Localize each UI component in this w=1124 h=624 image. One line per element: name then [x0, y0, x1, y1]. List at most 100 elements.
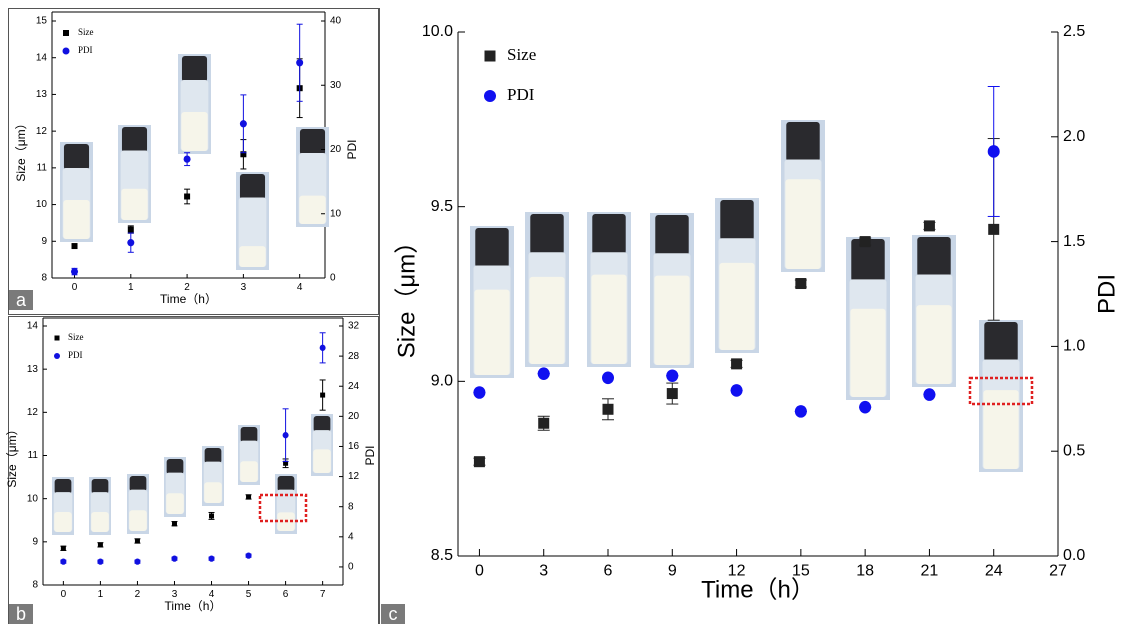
vial-liquid — [654, 275, 690, 365]
y-tick-label: 9.0 — [431, 373, 453, 390]
y-tick-label: 8 — [41, 273, 47, 284]
size-point — [795, 278, 807, 290]
size-point — [240, 151, 247, 158]
x-tick-label: 3 — [539, 562, 548, 579]
y-tick-label: 13 — [27, 364, 39, 375]
vial-cap — [475, 228, 509, 268]
pdi-point — [208, 555, 215, 562]
panel-tag: c — [389, 604, 398, 624]
y2-axis-title: PDI — [345, 139, 359, 159]
vial-photo — [60, 142, 93, 242]
pdi-point — [127, 238, 135, 247]
pdi-point — [97, 558, 104, 565]
x-tick-label: 6 — [283, 589, 289, 600]
y2-tick-label: 24 — [348, 381, 360, 392]
x-axis-title: Time（h） — [701, 577, 815, 604]
y-tick-label: 15 — [36, 16, 48, 27]
size-point — [283, 460, 289, 466]
size-point — [320, 392, 326, 398]
panel-border — [8, 316, 379, 624]
panel-tag-bg — [381, 604, 405, 624]
vial-photo — [127, 474, 149, 534]
size-point — [859, 236, 871, 248]
vial-liquid — [91, 512, 109, 532]
vial-photo — [275, 474, 297, 534]
x-tick-label: 21 — [921, 562, 939, 579]
y-tick-label: 14 — [36, 52, 48, 63]
vial-liquid — [474, 289, 510, 375]
vial-cap — [592, 214, 626, 255]
vial-cap — [786, 122, 820, 162]
vial-cap — [239, 174, 266, 200]
size-point — [538, 417, 550, 429]
vial-cap — [54, 479, 72, 495]
pdi-point — [60, 558, 67, 565]
y2-tick-label: 32 — [348, 321, 360, 332]
pdi-point — [537, 367, 550, 380]
size-point — [209, 513, 215, 519]
x-tick-label: 0 — [475, 562, 484, 579]
y2-tick-label: 40 — [330, 16, 342, 27]
y2-tick-label: 0.0 — [1063, 547, 1085, 564]
size-point — [473, 456, 485, 468]
y-tick-label: 10 — [36, 199, 48, 210]
size-point — [666, 388, 678, 400]
size-point — [184, 193, 191, 200]
legend-marker — [63, 30, 69, 36]
x-tick-label: 7 — [320, 589, 326, 600]
panel-border — [8, 8, 379, 315]
y2-tick-label: 0 — [330, 273, 336, 284]
vial-photo — [715, 198, 759, 353]
legend-marker — [62, 47, 70, 55]
y-axis-title: Size（μm） — [14, 117, 28, 181]
vial-photo — [311, 414, 333, 476]
vial-cap — [917, 237, 951, 277]
pdi-point — [794, 405, 807, 418]
vial-photo — [52, 477, 74, 535]
pdi-point — [71, 267, 79, 276]
y2-tick-label: 0.5 — [1063, 442, 1085, 459]
vial-photo — [296, 127, 329, 227]
vial-cap — [851, 239, 885, 282]
y-tick-label: 10 — [27, 493, 39, 504]
x-tick-label: 12 — [728, 562, 746, 579]
vial-photo — [846, 237, 890, 400]
size-point — [127, 226, 134, 233]
pdi-point — [245, 552, 252, 559]
pdi-point — [134, 558, 141, 565]
pdi-point — [859, 400, 872, 414]
x-axis-title: Time（h） — [165, 599, 222, 613]
vial-photo — [89, 477, 111, 535]
pdi-point — [987, 145, 1000, 158]
legend-label: Size — [507, 45, 536, 64]
x-tick-label: 0 — [72, 282, 78, 293]
pdi-point — [602, 371, 614, 385]
vial-photo — [202, 446, 224, 506]
vial-cap — [720, 200, 754, 241]
size-point — [97, 542, 103, 548]
vial-liquid — [204, 482, 222, 503]
vial-liquid — [181, 111, 208, 151]
pdi-point — [171, 555, 178, 562]
y-tick-label: 14 — [27, 321, 39, 332]
x-tick-label: 18 — [856, 562, 874, 579]
size-point — [923, 220, 935, 232]
vial-photo — [164, 457, 186, 517]
x-tick-label: 1 — [128, 282, 134, 293]
y2-tick-label: 0 — [348, 562, 354, 573]
size-point — [60, 545, 66, 551]
vial-photo — [781, 120, 825, 272]
y2-tick-label: 28 — [348, 351, 360, 362]
panel-tag: a — [16, 290, 27, 310]
legend-label: PDI — [78, 45, 93, 55]
y-tick-label: 12 — [27, 407, 39, 418]
y-tick-label: 9 — [32, 536, 38, 547]
x-axis-title: Time（h） — [160, 292, 217, 306]
x-tick-label: 27 — [1049, 562, 1067, 579]
vial-liquid — [785, 179, 821, 269]
y2-tick-label: 16 — [348, 441, 360, 452]
y2-axis-title: PDI — [363, 445, 377, 465]
x-tick-label: 24 — [985, 562, 1003, 579]
y-tick-label: 10.0 — [422, 23, 453, 40]
